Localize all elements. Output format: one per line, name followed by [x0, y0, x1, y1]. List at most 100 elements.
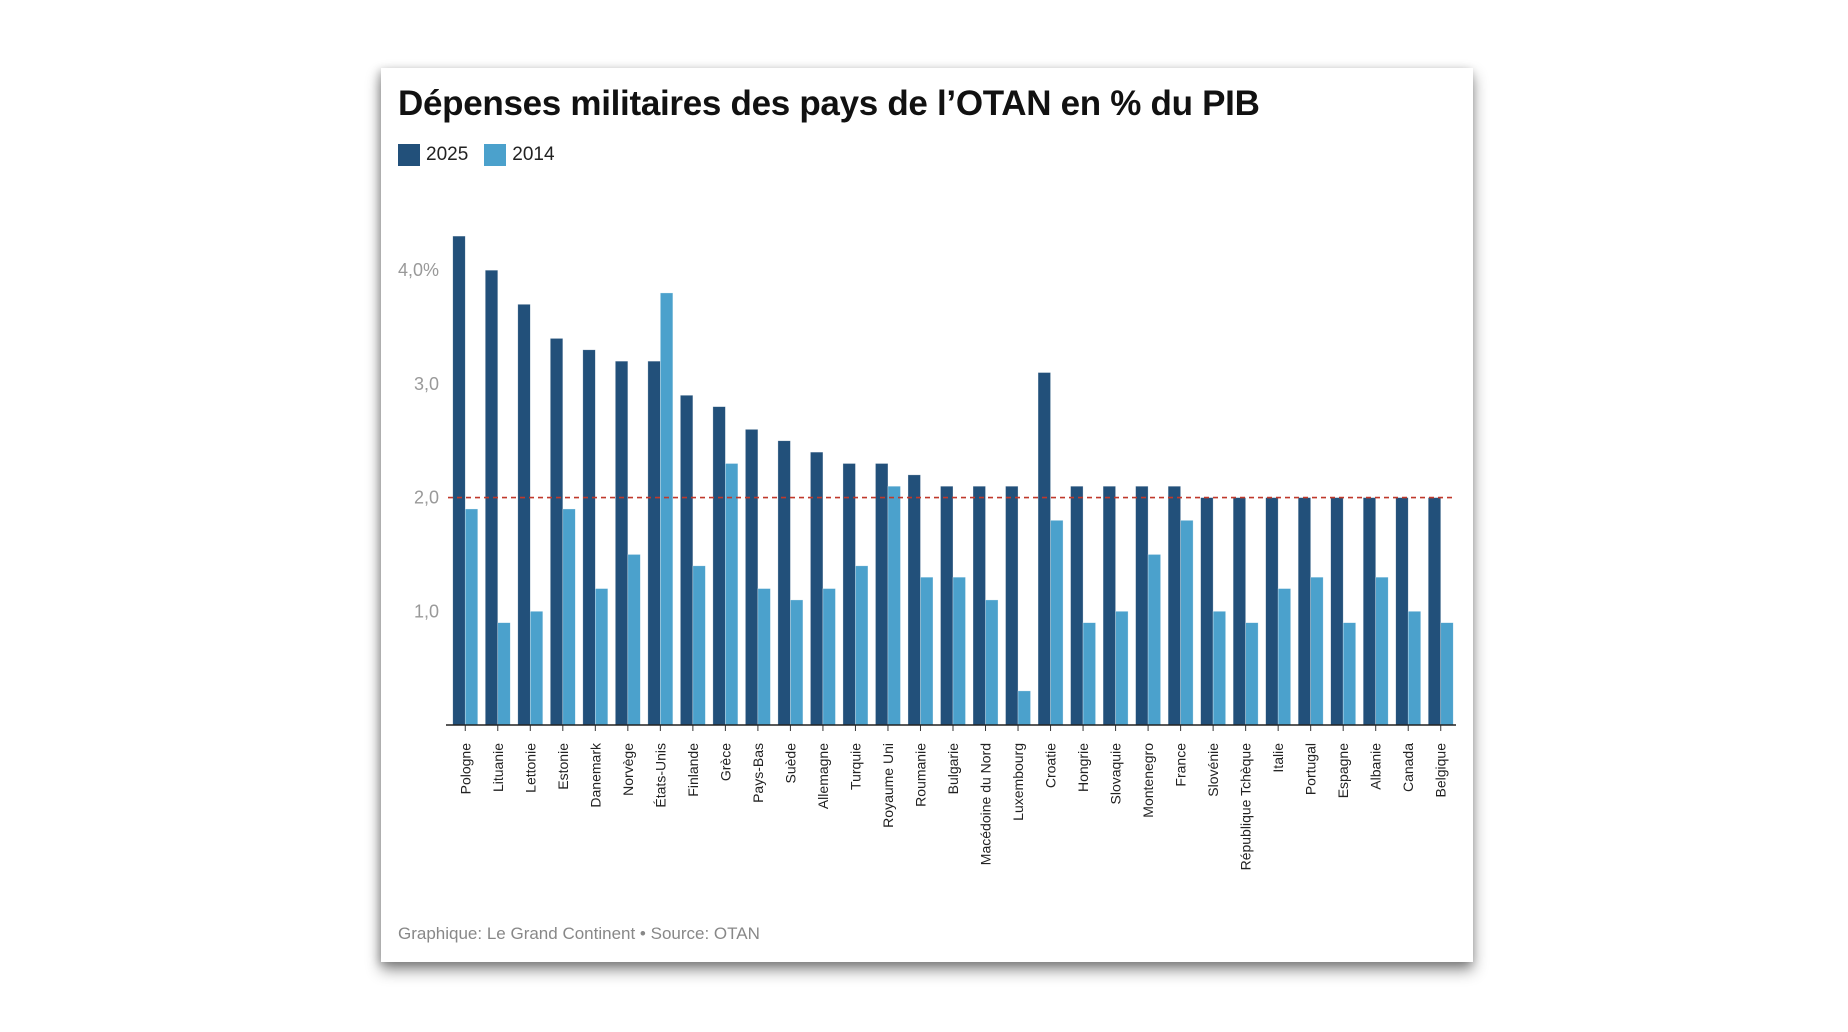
bar-2025: [1167, 485, 1181, 726]
bar-2025: [1005, 485, 1019, 726]
bar-2014: [1212, 610, 1226, 726]
bar-2014: [725, 463, 739, 726]
bar-2014: [529, 610, 544, 726]
bar-2025: [1135, 485, 1149, 726]
bar-2025: [1297, 497, 1311, 726]
x-tick-label: Lettonie: [522, 743, 538, 793]
y-tick-label: 4,0%: [398, 260, 439, 280]
bar-2025: [940, 485, 954, 726]
x-tick-label: Albanie: [1368, 743, 1384, 790]
x-tick-label: Italie: [1270, 743, 1286, 773]
bar-2014: [855, 565, 869, 726]
bar-2014: [985, 599, 999, 726]
bar-2014: [627, 554, 641, 726]
x-tick-label: Turquie: [847, 743, 863, 790]
bar-2014: [595, 588, 609, 726]
x-tick-label: Allemagne: [815, 743, 831, 809]
x-tick-label: Hongrie: [1075, 743, 1091, 792]
bar-2014: [464, 508, 479, 726]
bar-2025: [680, 394, 694, 726]
bar-2025: [647, 360, 661, 726]
y-tick-label: 3,0: [414, 374, 439, 394]
x-tick-label: Portugal: [1303, 743, 1319, 795]
bar-2025: [972, 485, 986, 726]
bar-2025: [1102, 485, 1116, 726]
bar-2014: [660, 292, 674, 726]
legend-label-2014: 2014: [512, 144, 555, 165]
legend-item-2014: 2014: [484, 144, 555, 166]
x-tick-label: République Tchèque: [1238, 743, 1254, 871]
bar-2025: [1265, 497, 1279, 726]
x-tick-label: Pologne: [457, 743, 473, 795]
x-tick-label: Montenegro: [1140, 743, 1156, 818]
bar-2025: [810, 451, 824, 726]
bar-2025: [1200, 497, 1214, 726]
x-tick-label: Slovénie: [1205, 743, 1221, 797]
bar-2025: [1395, 497, 1409, 726]
legend-swatch-2014: [484, 144, 507, 166]
legend-item-2025: 2025: [398, 144, 468, 166]
bar-2025: [842, 463, 856, 726]
bar-2025: [875, 463, 889, 726]
x-tick-label: Luxembourg: [1010, 743, 1026, 821]
bar-2025: [777, 440, 791, 726]
chart-title: Dépenses militaires des pays de l’OTAN e…: [398, 84, 1260, 123]
bar-2025: [517, 304, 531, 726]
legend-swatch-2025: [398, 144, 420, 166]
bar-2025: [582, 349, 596, 726]
x-tick-label: Royaume Uni: [880, 743, 896, 828]
bar-2014: [1017, 690, 1031, 726]
x-tick-label: Slovaquie: [1108, 743, 1124, 805]
chart-footer: Graphique: Le Grand Continent • Source: …: [398, 924, 760, 943]
bar-2025: [1427, 497, 1442, 726]
bar-2014: [952, 576, 966, 726]
bar-2025: [550, 338, 564, 726]
bar-2025: [1037, 372, 1051, 726]
x-tick-label: États-Unis: [652, 743, 668, 808]
bar-2014: [1277, 588, 1291, 726]
bar-2014: [1147, 554, 1161, 726]
x-tick-label: Croatie: [1043, 743, 1059, 788]
x-tick-label: Grèce: [717, 743, 733, 781]
bar-2014: [1082, 622, 1096, 726]
bar-2025: [615, 360, 629, 726]
bar-2025: [1070, 485, 1084, 726]
bar-2025: [712, 406, 726, 726]
bar-2014: [757, 588, 771, 726]
bar-2014: [822, 588, 836, 726]
bar-2014: [1375, 576, 1389, 726]
bar-2025: [1232, 497, 1246, 726]
bar-2014: [1050, 520, 1064, 726]
x-tick-label: Finlande: [685, 743, 701, 797]
legend-label-2025: 2025: [426, 144, 469, 165]
bar-2014: [887, 485, 901, 726]
bar-2025: [452, 235, 466, 726]
x-tick-label: Suède: [782, 743, 798, 784]
bar-2014: [1440, 622, 1454, 726]
x-tick-label: Belgique: [1433, 743, 1449, 798]
bar-2014: [1115, 610, 1129, 726]
bar-2014: [920, 576, 934, 726]
x-tick-label: Norvège: [620, 743, 636, 796]
x-tick-label: Canada: [1400, 743, 1416, 792]
x-tick-label: Roumanie: [912, 743, 928, 807]
x-tick-label: Danemark: [587, 742, 603, 808]
bar-2014: [562, 508, 576, 726]
x-tick-label: Estonie: [555, 743, 571, 790]
legend: 2025 2014: [398, 144, 571, 166]
bar-2025: [1330, 497, 1344, 726]
bar-2014: [790, 599, 804, 726]
bar-2014: [692, 565, 706, 726]
bar-2014: [1245, 622, 1259, 726]
bar-2025: [1362, 497, 1377, 726]
bar-2025: [745, 429, 759, 726]
bar-2014: [1180, 520, 1194, 726]
x-tick-label: Lituanie: [490, 743, 506, 792]
x-tick-label: France: [1173, 743, 1189, 787]
y-tick-label: 2,0: [414, 488, 439, 508]
x-tick-label: Pays-Bas: [750, 743, 766, 803]
x-tick-label: Espagne: [1335, 743, 1351, 798]
bar-2014: [497, 622, 511, 726]
bar-2014: [1310, 576, 1324, 726]
